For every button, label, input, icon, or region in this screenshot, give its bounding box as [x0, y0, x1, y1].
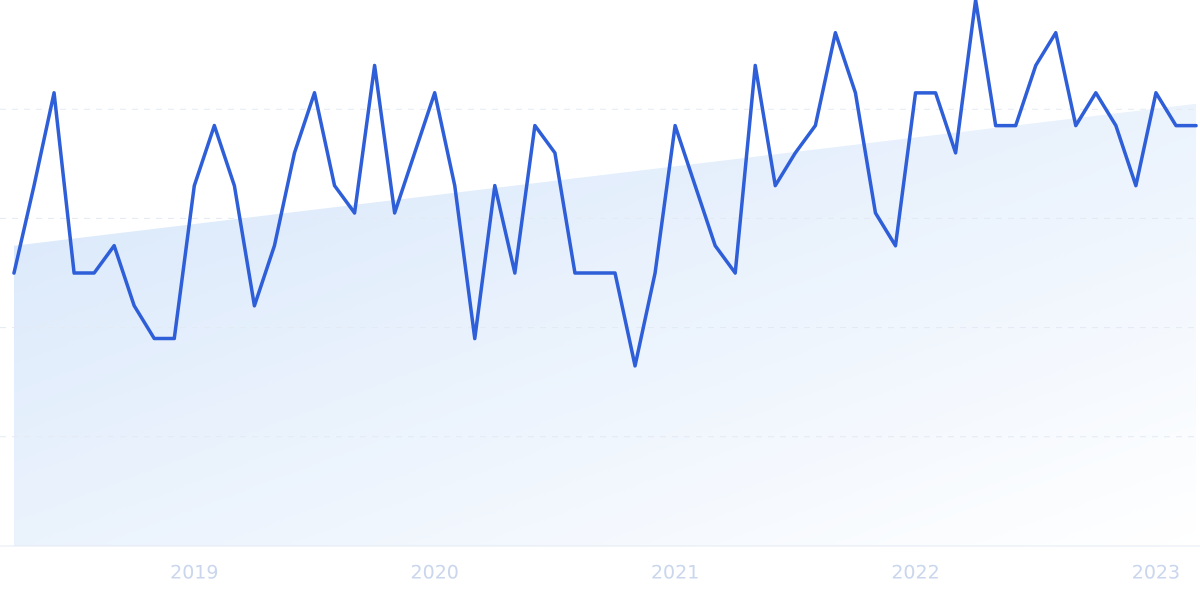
x-tick-label: 2023: [1132, 562, 1180, 584]
x-tick-label: 2022: [891, 562, 939, 584]
x-tick-label: 2021: [651, 562, 699, 584]
x-tick-label: 2019: [170, 562, 218, 584]
x-tick-label: 2020: [411, 562, 459, 584]
line: [12, 0, 1198, 368]
trend-area: [14, 103, 1196, 547]
